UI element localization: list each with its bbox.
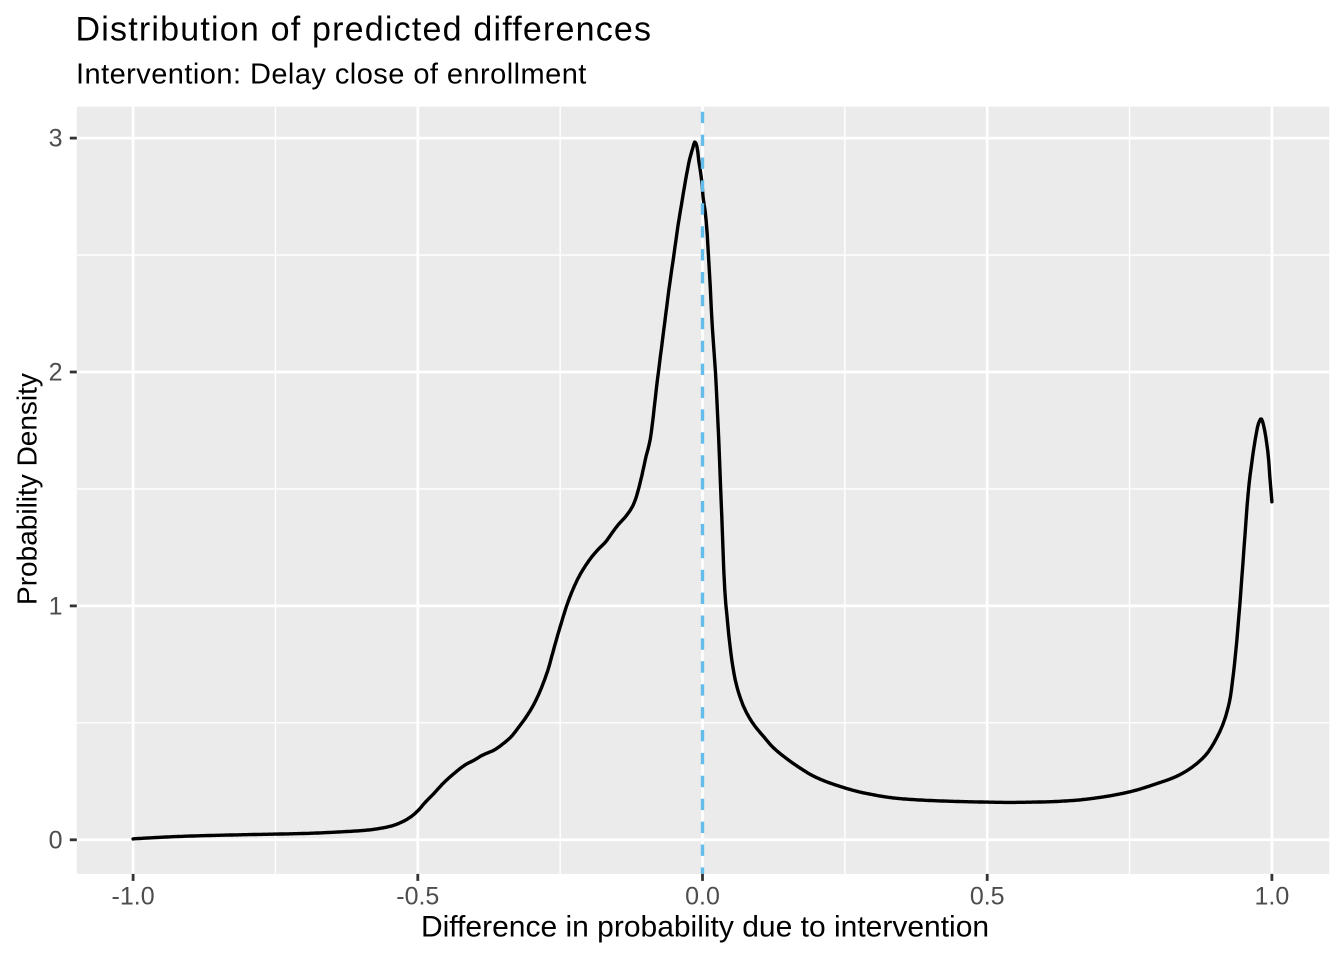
svg-text:2: 2 [49, 359, 63, 387]
svg-text:0.0: 0.0 [685, 883, 720, 911]
svg-text:0: 0 [49, 826, 63, 854]
svg-text:-1.0: -1.0 [112, 883, 155, 911]
svg-text:3: 3 [49, 125, 63, 153]
svg-text:0.5: 0.5 [970, 883, 1005, 911]
svg-text:1.0: 1.0 [1255, 883, 1290, 911]
svg-text:Difference in probability due: Difference in probability due to interve… [421, 911, 989, 944]
svg-text:-0.5: -0.5 [396, 883, 439, 911]
svg-text:Intervention: Delay close of e: Intervention: Delay close of enrollment [76, 59, 587, 91]
svg-text:Probability Density: Probability Density [12, 373, 43, 605]
svg-text:1: 1 [49, 593, 63, 621]
svg-text:Distribution of predicted diff: Distribution of predicted differences [76, 11, 653, 49]
